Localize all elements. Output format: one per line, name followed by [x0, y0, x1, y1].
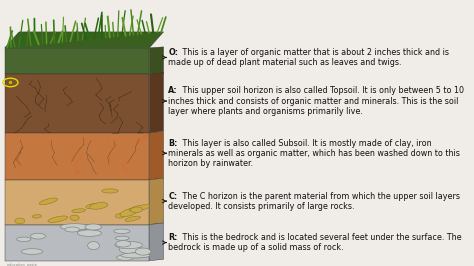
Polygon shape [149, 47, 164, 74]
Polygon shape [149, 178, 164, 225]
Polygon shape [149, 131, 164, 180]
Ellipse shape [115, 242, 143, 249]
Text: education  paste: education paste [7, 263, 37, 266]
Ellipse shape [114, 229, 130, 234]
Text: This upper soil horizon is also called Topsoil. It is only between 5 to 10: This upper soil horizon is also called T… [180, 86, 464, 95]
Text: horizon by rainwater.: horizon by rainwater. [168, 159, 254, 168]
Text: O:: O: [168, 48, 178, 57]
Ellipse shape [131, 207, 142, 213]
Polygon shape [149, 223, 164, 261]
Text: R:: R: [168, 233, 178, 242]
Ellipse shape [85, 224, 101, 230]
Ellipse shape [115, 214, 125, 218]
Text: made up of dead plant material such as leaves and twigs.: made up of dead plant material such as l… [168, 58, 402, 67]
Ellipse shape [129, 205, 150, 211]
Ellipse shape [72, 209, 85, 213]
Ellipse shape [77, 230, 101, 236]
Text: minerals as well as organic matter, which has been washed down to this: minerals as well as organic matter, whic… [168, 149, 460, 158]
Ellipse shape [39, 198, 57, 205]
Text: The C horizon is the parent material from which the upper soil layers: The C horizon is the parent material fro… [180, 192, 460, 201]
Ellipse shape [125, 216, 140, 221]
Text: layer where plants and organisms primarily live.: layer where plants and organisms primari… [168, 107, 363, 116]
Ellipse shape [32, 215, 42, 218]
Text: C:: C: [168, 192, 177, 201]
Ellipse shape [88, 242, 100, 250]
Ellipse shape [121, 253, 150, 258]
Ellipse shape [30, 233, 46, 239]
Bar [5, 48, 149, 74]
Ellipse shape [102, 189, 118, 193]
Ellipse shape [17, 237, 31, 242]
Text: developed. It consists primarily of large rocks.: developed. It consists primarily of larg… [168, 202, 355, 211]
Ellipse shape [66, 225, 92, 230]
Text: This is the bedrock and is located several feet under the surface. The: This is the bedrock and is located sever… [180, 233, 462, 242]
Ellipse shape [129, 252, 149, 258]
Ellipse shape [119, 245, 142, 254]
Polygon shape [149, 72, 164, 133]
Ellipse shape [90, 202, 108, 209]
Polygon shape [5, 32, 164, 48]
Text: B:: B: [168, 139, 178, 148]
Ellipse shape [120, 208, 138, 217]
Ellipse shape [135, 248, 151, 255]
Text: This layer is also called Subsoil. It is mostly made of clay, iron: This layer is also called Subsoil. It is… [180, 139, 432, 148]
Bar [5, 225, 149, 261]
Bar [5, 74, 149, 133]
Ellipse shape [65, 227, 80, 232]
Bar [5, 180, 149, 225]
Ellipse shape [86, 203, 101, 209]
Text: This is a layer of organic matter that is about 2 inches thick and is: This is a layer of organic matter that i… [180, 48, 449, 57]
Ellipse shape [15, 218, 25, 224]
Text: inches thick and consists of organic matter and minerals. This is the soil: inches thick and consists of organic mat… [168, 97, 459, 106]
Ellipse shape [115, 236, 129, 240]
Ellipse shape [70, 215, 79, 221]
Ellipse shape [21, 249, 43, 255]
Ellipse shape [48, 216, 68, 222]
Ellipse shape [117, 255, 134, 260]
Bar [5, 133, 149, 180]
Text: A:: A: [168, 86, 178, 95]
Text: bedrock is made up of a solid mass of rock.: bedrock is made up of a solid mass of ro… [168, 243, 344, 252]
Ellipse shape [60, 224, 89, 230]
Ellipse shape [116, 240, 131, 247]
